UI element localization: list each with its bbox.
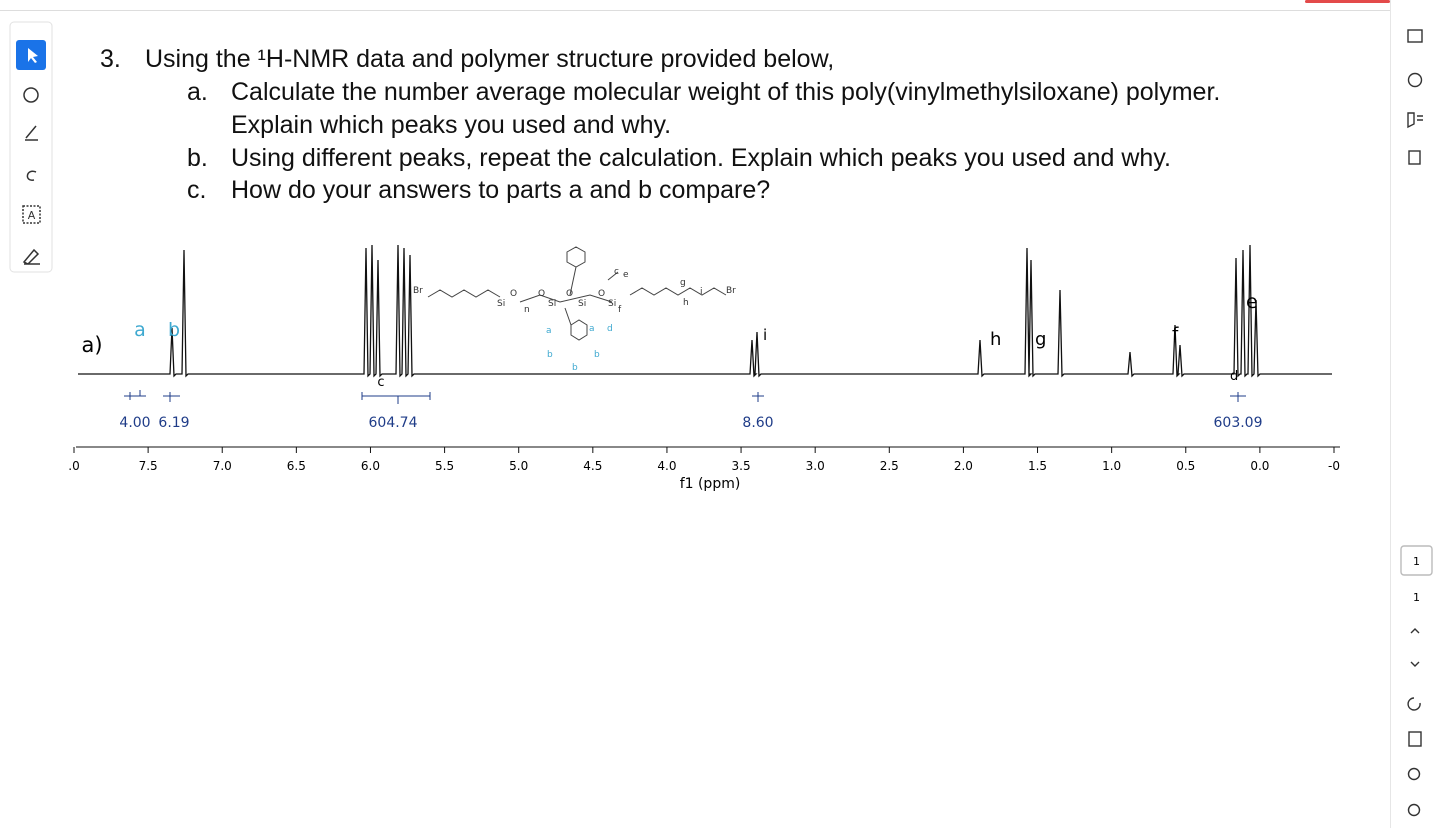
pen-tool[interactable] (25, 125, 38, 141)
integral-value: 604.74 (369, 415, 418, 431)
peak-label: b (168, 319, 180, 341)
integral-brackets (124, 390, 1246, 404)
x-tick-label: 1.0 (1102, 459, 1121, 473)
left-toolbar (9, 21, 53, 273)
cursor-icon (28, 48, 38, 63)
text-tool[interactable] (22, 205, 41, 224)
peak-label: a (134, 319, 146, 341)
peak-label: f (1172, 324, 1179, 345)
structure-label: O (598, 289, 605, 299)
x-tick-label: 1.5 (1028, 459, 1047, 473)
x-tick-label: 6.0 (361, 459, 380, 473)
part-label: a. (187, 78, 208, 106)
x-tick-label: 7.0 (213, 459, 232, 473)
structure-label: O (566, 289, 573, 299)
x-tick-label: 4.5 (583, 459, 602, 473)
structure-label: b (547, 350, 553, 360)
structure-label: Si (608, 299, 616, 309)
fit-page[interactable] (1408, 731, 1422, 747)
part-label: c. (187, 176, 207, 204)
part-text: How do your answers to parts a and b com… (231, 176, 771, 204)
comment-icon[interactable] (1407, 72, 1423, 88)
structure-label: Si (578, 299, 586, 309)
x-tick-label: 2.0 (954, 459, 973, 473)
part-text: Calculate the number average molecular w… (231, 78, 1221, 106)
page-input[interactable]: 1 (1413, 555, 1420, 568)
comment-tool[interactable] (23, 87, 39, 103)
page-input-box[interactable] (1400, 545, 1433, 576)
peak-label: h (990, 329, 1001, 350)
part-text: Using different peaks, repeat the calcul… (231, 144, 1171, 172)
structure-label: Br (726, 286, 736, 296)
structure-label: c (614, 267, 619, 277)
pages-icon[interactable] (1408, 150, 1421, 165)
panel-label: a) (81, 333, 102, 357)
tool-icons (22, 87, 41, 265)
structure-label: e (623, 270, 629, 280)
x-tick-label: 0.5 (1176, 459, 1195, 473)
structure-label: i (700, 287, 703, 297)
x-tick-label: 4.0 (657, 459, 676, 473)
sign-tool[interactable] (22, 248, 40, 265)
bookmark-icon[interactable] (1407, 112, 1423, 129)
structure-label: b (572, 363, 578, 373)
peak-label: i (763, 326, 767, 344)
spectrum-trace (78, 244, 1332, 378)
x-tick-label: 5.5 (435, 459, 454, 473)
convert-icon[interactable] (1407, 29, 1423, 43)
x-tick-label: 6.5 (287, 459, 306, 473)
structure-label: d (607, 324, 613, 334)
x-tick-label: 5.0 (509, 459, 528, 473)
x-tick-label: 3.5 (732, 459, 751, 473)
structure-label: a (589, 324, 595, 334)
page-down[interactable] (1410, 661, 1420, 667)
structure-label: f (618, 305, 622, 315)
zoom-in[interactable] (1407, 767, 1421, 781)
peak-label: c (377, 375, 384, 390)
zoom-out[interactable] (1407, 803, 1421, 817)
structure-label: Si (548, 299, 556, 309)
x-tick-label: 2.5 (880, 459, 899, 473)
structure-label: Br (413, 286, 423, 296)
lasso-tool[interactable] (26, 170, 37, 181)
structure-label: b (594, 350, 600, 360)
question-number: 3. (100, 45, 121, 73)
structure-label: n (524, 305, 530, 315)
structure-label: O (510, 289, 517, 299)
structure-label: a (546, 326, 552, 336)
page-up[interactable] (1410, 628, 1420, 634)
integral-value: 8.60 (742, 415, 773, 431)
x-tick-label: 0.0 (1250, 459, 1269, 473)
integral-value: 603.09 (1214, 415, 1263, 431)
question-intro: Using the ¹H-NMR data and polymer struct… (145, 45, 835, 73)
x-tick-label: .0 (68, 459, 79, 473)
text-tool-glyph: A (28, 209, 36, 222)
part-label: b. (187, 144, 208, 172)
structure-label: O (538, 289, 545, 299)
structure-label: Si (497, 299, 505, 309)
nmr-spectrum: .0 7.5 7.0 6.5 6.0 5.5 5.0 4.5 4.0 3.5 3.0 2.5 2.0 1.… (68, 244, 1340, 492)
integral-value: 4.00 (119, 415, 150, 431)
structure-label: g (680, 278, 686, 288)
x-axis-label: f1 (ppm) (680, 476, 741, 492)
part-text: Explain which peaks you used and why. (231, 111, 672, 139)
right-icons (1400, 29, 1433, 817)
top-accent (1305, 0, 1390, 3)
rotate[interactable] (1407, 697, 1421, 711)
page-total: 1 (1413, 591, 1420, 604)
peak-label: e (1246, 291, 1258, 313)
x-tick-label: 3.0 (806, 459, 825, 473)
x-tick-label: 7.5 (139, 459, 158, 473)
peak-label: d (1230, 369, 1238, 384)
integral-value: 6.19 (158, 415, 189, 431)
peak-label: g (1035, 329, 1046, 350)
structure-label: h (683, 298, 689, 308)
x-tick-label: -0 (1328, 459, 1340, 473)
